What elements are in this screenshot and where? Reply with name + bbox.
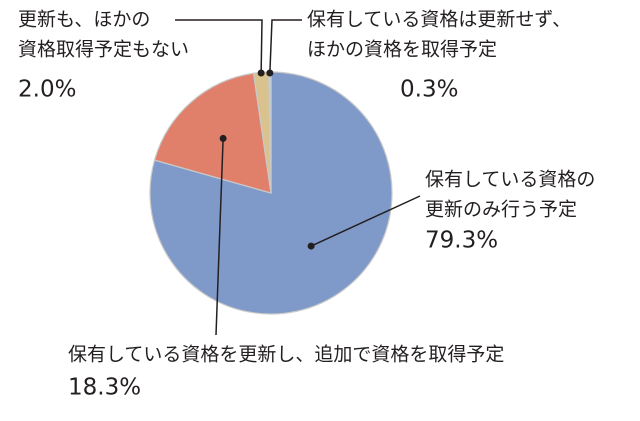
slice-label: 資格取得予定もない	[18, 39, 189, 61]
leader-line	[310, 195, 421, 247]
slice-label: ほかの資格を取得予定	[307, 39, 497, 61]
slice-label: 更新も、ほかの	[18, 9, 150, 31]
slice-label: 保有している資格は更新せず、	[307, 9, 571, 31]
leader-dot	[219, 134, 227, 142]
leader-line	[215, 138, 224, 336]
value-label: 2.0%	[18, 77, 76, 103]
leader-dot	[307, 242, 315, 250]
slice-label: 更新のみ行う予定	[425, 199, 577, 221]
leader-line	[175, 19, 263, 74]
leader-dot	[266, 69, 274, 77]
pie-slice	[153, 72, 272, 194]
value-label: 79.3%	[425, 228, 498, 254]
value-label: 0.3%	[400, 77, 458, 103]
slice-label: 保有している資格を更新し、追加で資格を取得予定	[68, 344, 504, 366]
value-label: 18.3%	[68, 375, 141, 401]
leader-line	[269, 19, 302, 74]
leader-dot	[257, 69, 265, 77]
slice-label: 保有している資格の	[425, 169, 595, 191]
